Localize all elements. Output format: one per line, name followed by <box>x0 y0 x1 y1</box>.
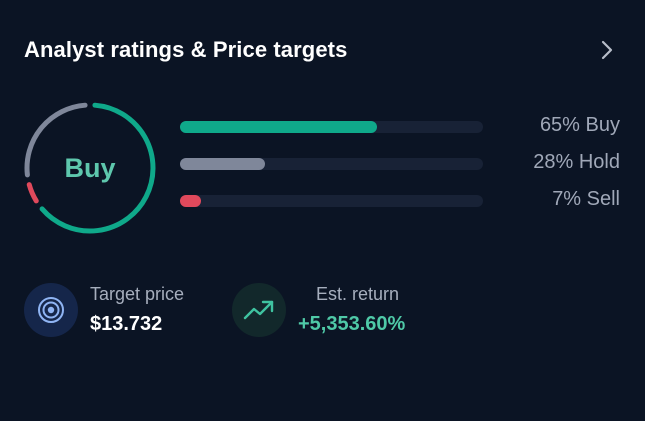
est-return-value: +5,353.60% <box>298 313 406 335</box>
est-return-stat: Est. return +5,353.60% <box>232 282 405 338</box>
rating-fill-hold <box>180 158 265 170</box>
rating-track-buy <box>180 121 483 133</box>
chevron-right-icon[interactable] <box>593 36 621 64</box>
rating-row-hold: 28% Hold <box>180 147 620 184</box>
target-price-stat: Target price $13.732 <box>24 282 184 338</box>
rating-distribution: 65% Buy 28% Hold 7% Sell <box>180 110 620 221</box>
ring-segment-buy <box>39 102 156 234</box>
trend-up-icon <box>232 283 286 337</box>
rating-text-hold: 28% Hold <box>533 151 620 173</box>
rating-text-buy: 65% Buy <box>539 114 620 136</box>
rating-fill-buy <box>180 121 377 133</box>
ring-segment-sell <box>26 182 39 204</box>
rating-row-sell: 7% Sell <box>180 184 620 221</box>
target-icon <box>24 283 78 337</box>
target-price-value: $13.732 <box>90 313 163 335</box>
stats-row: Target price $13.732 Est. return +5,353.… <box>24 282 621 342</box>
rating-track-hold <box>180 158 483 170</box>
rating-fill-sell <box>180 195 201 207</box>
rating-text-sell: 7% Sell <box>552 188 620 210</box>
est-return-text: Est. return +5,353.60% <box>298 284 405 336</box>
target-price-label: Target price <box>90 284 185 304</box>
target-price-text: Target price $13.732 <box>90 284 184 336</box>
consensus-ring-chart <box>24 102 156 234</box>
card-header[interactable]: Analyst ratings & Price targets <box>24 32 621 68</box>
consensus-ring: Buy <box>22 100 158 236</box>
consensus-label: Buy <box>64 152 116 183</box>
est-return-label: Est. return <box>316 284 400 304</box>
rating-row-buy: 65% Buy <box>180 110 620 147</box>
ring-segment-hold <box>24 102 88 178</box>
rating-track-sell <box>180 195 483 207</box>
card-title: Analyst ratings & Price targets <box>24 37 348 62</box>
